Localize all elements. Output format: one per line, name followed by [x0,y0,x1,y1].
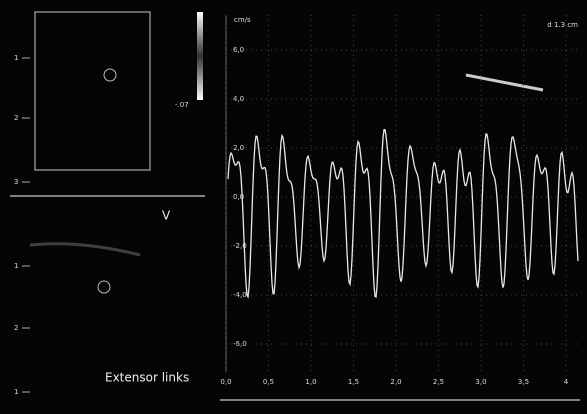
velocity-label: 6,0 [233,46,244,54]
depth-label: 3 [14,178,18,186]
probe-label: Extensor links [105,371,189,385]
time-label: 1,5 [348,378,359,386]
depth-label: 2 [14,114,18,122]
ultrasound-screen: -.07 V cm/s d 1.3 cm Extensor links 1 2 3 1… [0,0,587,414]
time-label: 2,0 [390,378,401,386]
time-label: 1,0 [305,378,316,386]
time-label: 4 [564,378,569,386]
color-bar [197,12,203,100]
depth-label: 1 [14,388,18,396]
velocity-label: -4,0 [233,291,247,299]
velocity-label: -6,0 [233,340,247,348]
time-label: 0,0 [220,378,231,386]
depth-label: 1 [14,54,18,62]
depth-label: 1 [14,262,18,270]
time-label: 3,5 [518,378,529,386]
color-scale-label: -.07 [175,101,189,109]
depth-label: 2 [14,324,18,332]
unit-label: cm/s [234,16,251,24]
depth-label: d 1.3 cm [547,21,578,29]
time-label: 3,0 [475,378,486,386]
time-label: 2,5 [433,378,444,386]
time-label: 0,5 [263,378,274,386]
view-mark: V [162,209,171,223]
velocity-label: 4,0 [233,95,244,103]
velocity-label: 2,0 [233,144,244,152]
